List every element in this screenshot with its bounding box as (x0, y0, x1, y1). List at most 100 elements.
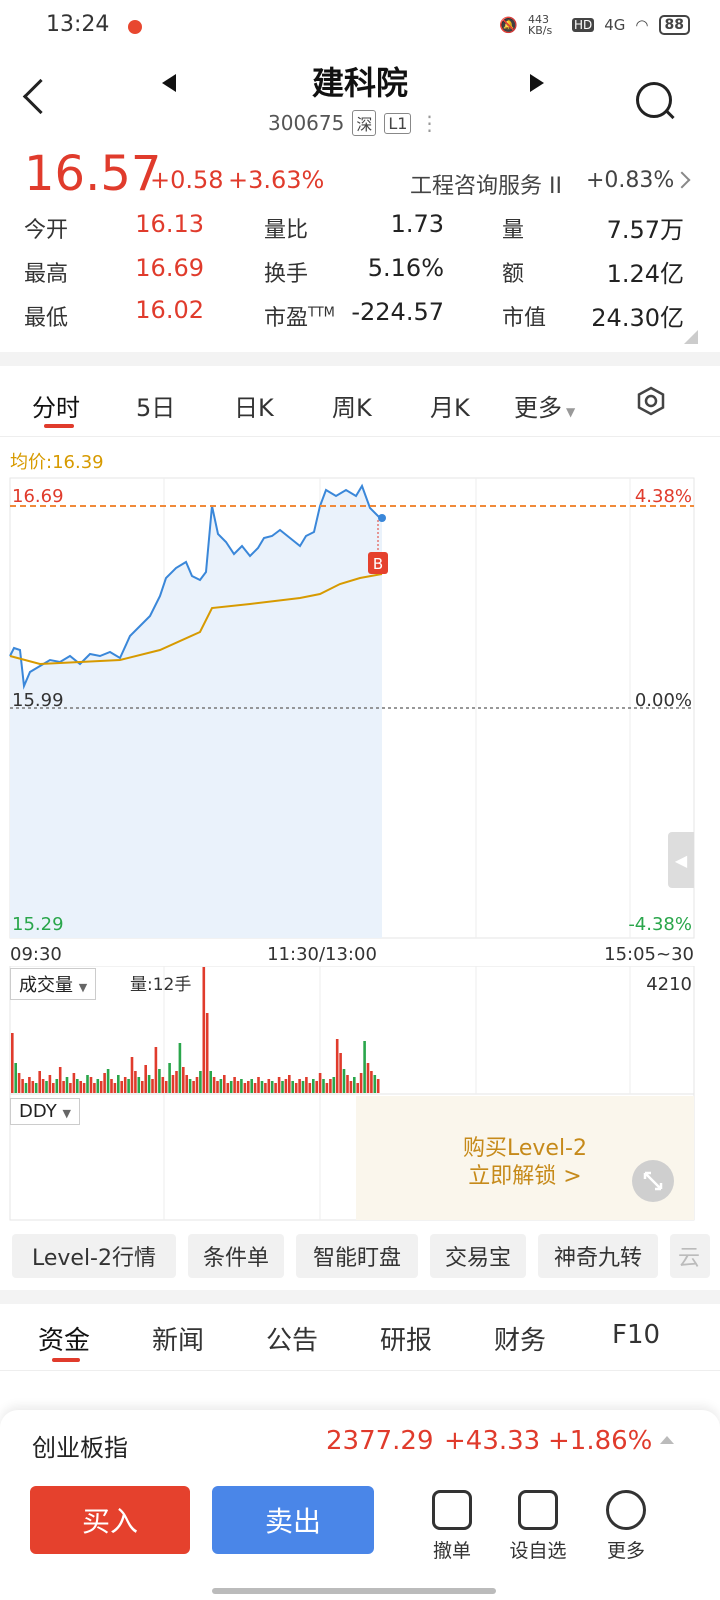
volume-bar (291, 1081, 294, 1093)
side-panel-toggle-icon[interactable]: ◀ (668, 832, 694, 888)
price-area (10, 486, 382, 938)
expand-icon[interactable] (632, 1160, 674, 1202)
volume-bar (288, 1075, 291, 1093)
volume-bars (11, 967, 380, 1093)
chip-smart-watch[interactable]: 智能盯盘 (296, 1234, 418, 1278)
current-point (378, 514, 386, 522)
volume-bar (21, 1079, 24, 1093)
volume-bar (41, 1079, 45, 1093)
level-tag[interactable]: L1 (384, 112, 412, 134)
expand-up-icon[interactable] (660, 1436, 674, 1444)
volume-bar (72, 1073, 76, 1093)
intraday-chart[interactable]: B 16.69 15.99 15.29 4.38% 0.00% -4.38% 0… (0, 476, 720, 966)
home-indicator (212, 1588, 496, 1594)
chip-trade-treasure[interactable]: 交易宝 (430, 1234, 526, 1278)
volume-bar (353, 1077, 356, 1093)
volume-bar (257, 1077, 260, 1093)
more-label: 更多 (606, 1540, 645, 1562)
buy-button[interactable]: 买入 (30, 1486, 190, 1554)
stat-pe: -224.57 (351, 298, 444, 326)
tab-news[interactable]: 新闻 (152, 1326, 205, 1356)
status-bar: 13:24 🔕 443 KB/s HD 4G ◠ 88 (0, 0, 720, 56)
b-marker[interactable] (368, 552, 388, 574)
volume-bar (120, 1081, 123, 1093)
stock-code: 300675 (268, 111, 345, 135)
volume-bar (154, 1047, 158, 1093)
volume-bar (243, 1083, 247, 1093)
volume-bar (69, 1083, 72, 1093)
tab-funds[interactable]: 资金 (38, 1326, 91, 1356)
sector-change[interactable]: +0.83% (586, 168, 675, 193)
volume-bar (110, 1079, 113, 1093)
sector-name[interactable]: 工程咨询服务 II (410, 174, 562, 199)
settings-icon[interactable] (636, 386, 666, 416)
next-stock-icon[interactable] (530, 74, 544, 92)
y-low-label: 15.29 (12, 914, 64, 935)
volume-bar (65, 1077, 69, 1093)
ddy-selector[interactable]: DDY ▼ (10, 1098, 80, 1125)
volume-bar (376, 1079, 380, 1093)
chip-cloud[interactable]: 云 (670, 1234, 710, 1278)
volume-bar (216, 1081, 219, 1093)
index-name[interactable]: 创业板指 (32, 1434, 128, 1462)
level2-promo[interactable]: 购买Level-2 立即解锁 > (356, 1096, 694, 1220)
ddy-selector-label: DDY (19, 1101, 57, 1122)
volume-bar (236, 1081, 240, 1093)
more-dots-icon[interactable]: ⋮ (419, 111, 440, 135)
chip-condition-order[interactable]: 条件单 (188, 1234, 284, 1278)
volume-bar (318, 1073, 322, 1093)
tab-monthly[interactable]: 月K (430, 394, 470, 422)
tab-announcements[interactable]: 公告 (266, 1326, 319, 1356)
tab-finance[interactable]: 财务 (494, 1326, 547, 1356)
volume-bar (58, 1067, 62, 1093)
stat-label-volume: 量 (502, 218, 525, 243)
tab-f10[interactable]: F10 (612, 1320, 661, 1350)
volume-bar (329, 1079, 332, 1093)
prev-stock-icon[interactable] (162, 74, 176, 92)
volume-bar (240, 1079, 243, 1093)
chevron-right-icon[interactable] (673, 171, 691, 189)
volume-bar (137, 1077, 141, 1093)
stat-label-vol-ratio: 量比 (264, 218, 309, 243)
more-button[interactable]: 更多 (586, 1490, 666, 1563)
tab-daily[interactable]: 日K (234, 394, 274, 422)
volume-bar (24, 1083, 28, 1093)
tab-weekly[interactable]: 周K (332, 394, 372, 422)
wifi-icon: ◠ (635, 16, 649, 34)
corner-fold-icon[interactable] (684, 330, 698, 344)
chip-magic-nine[interactable]: 神奇九转 (538, 1234, 658, 1278)
tab-5day[interactable]: 5日 (136, 394, 176, 422)
search-icon[interactable] (636, 82, 672, 118)
tab-intraday[interactable]: 分时 (32, 394, 80, 422)
volume-bar (45, 1081, 48, 1093)
volume-chart[interactable]: 4210 (0, 966, 720, 1222)
volume-bar (192, 1081, 195, 1093)
sell-button[interactable]: 卖出 (212, 1486, 374, 1554)
x-label-start: 09:30 (10, 944, 62, 965)
more-icon (606, 1490, 646, 1530)
volume-bar (250, 1079, 253, 1093)
dropdown-icon: ▼ (566, 405, 576, 419)
pe-sup: TTM (308, 305, 335, 321)
volume-bar (103, 1073, 106, 1093)
back-icon[interactable] (22, 78, 59, 115)
price-change-pct: +3.63% (228, 166, 325, 194)
section-divider (0, 352, 720, 366)
volume-bar (308, 1083, 312, 1093)
y-high-label: 16.69 (12, 486, 64, 507)
add-watchlist-button[interactable]: 设自选 (498, 1490, 578, 1563)
chip-level2[interactable]: Level-2行情 (12, 1234, 176, 1278)
volume-bar (267, 1079, 271, 1093)
volume-bar (335, 1039, 339, 1093)
volume-selector[interactable]: 成交量 ▼ (10, 968, 97, 1000)
volume-bar (346, 1075, 349, 1093)
stat-open: 16.13 (135, 210, 204, 238)
notification-icon (128, 20, 142, 34)
volume-bar (247, 1081, 250, 1093)
cancel-order-button[interactable]: 撤单 (412, 1490, 492, 1563)
tab-more[interactable]: 更多 ▼ (514, 388, 575, 423)
volume-bar (147, 1075, 151, 1093)
index-change-pct: +1.86% (548, 1426, 653, 1456)
tab-research[interactable]: 研报 (380, 1326, 433, 1356)
volume-bar (359, 1073, 363, 1093)
